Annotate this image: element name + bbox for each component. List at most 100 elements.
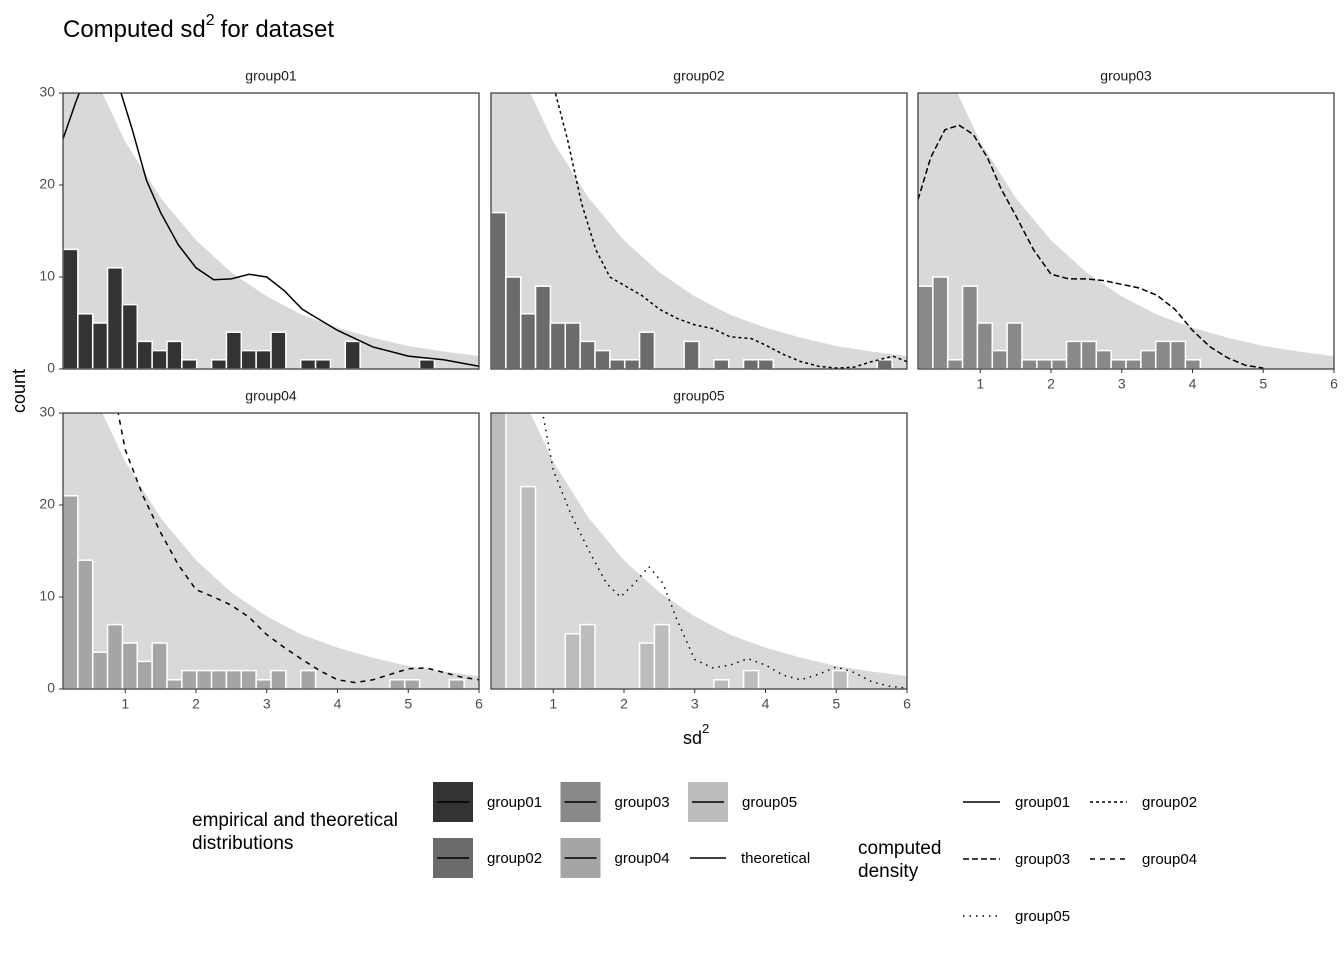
bar xyxy=(713,679,730,689)
bar xyxy=(564,322,581,369)
legend-label: group01 xyxy=(487,794,542,811)
bar xyxy=(210,359,228,369)
panel-border xyxy=(917,92,1335,370)
bar xyxy=(77,559,94,689)
bar xyxy=(151,349,168,369)
x-axis-label: sd2 xyxy=(683,721,709,747)
bar xyxy=(1036,359,1053,369)
bar xyxy=(519,485,537,689)
x-tick-label: 2 xyxy=(192,696,200,712)
x-tick-label: 6 xyxy=(1330,376,1338,392)
x-tick-label: 3 xyxy=(691,696,699,712)
x-label-text: sd xyxy=(683,728,702,748)
strip-label: group04 xyxy=(245,388,297,404)
x-tick-label: 4 xyxy=(334,696,342,712)
y-tick-label: 20 xyxy=(39,496,55,512)
y-tick-label: 20 xyxy=(39,176,55,192)
bar xyxy=(210,669,228,689)
bar xyxy=(594,349,611,369)
bar xyxy=(1080,340,1098,369)
panel xyxy=(491,93,907,369)
bar xyxy=(638,642,656,689)
bar xyxy=(519,313,537,369)
title-text: for dataset xyxy=(221,16,335,43)
panel xyxy=(491,413,907,689)
x-tick-label: 1 xyxy=(121,696,129,712)
bar xyxy=(1184,359,1202,369)
density-line xyxy=(63,93,479,367)
bar xyxy=(255,679,272,689)
x-tick-label: 2 xyxy=(620,696,628,712)
panel-border xyxy=(62,92,480,370)
bar xyxy=(106,623,124,689)
bar xyxy=(976,322,994,369)
panel xyxy=(63,413,479,689)
legend-label: group03 xyxy=(1015,851,1070,868)
bar xyxy=(240,349,257,369)
strip-label: group05 xyxy=(673,388,725,404)
bar xyxy=(225,331,243,369)
bar xyxy=(136,340,153,369)
bar xyxy=(623,359,641,369)
bar xyxy=(742,359,760,369)
bar xyxy=(166,679,183,689)
bar xyxy=(1006,322,1023,369)
x-tick-label: 5 xyxy=(1259,376,1267,392)
bar xyxy=(505,276,522,369)
x-tick-label: 6 xyxy=(903,696,911,712)
panel-border xyxy=(490,412,908,690)
panel-border xyxy=(62,412,480,690)
bar xyxy=(638,331,656,369)
bar xyxy=(121,642,139,689)
bar xyxy=(63,495,79,689)
theoretical-area xyxy=(491,93,907,369)
title-sup: 2 xyxy=(206,12,215,29)
bar xyxy=(549,322,567,369)
bar xyxy=(1110,359,1127,369)
density-line xyxy=(117,413,479,684)
bar xyxy=(1095,349,1112,369)
bar xyxy=(403,679,421,689)
x-tick-label: 3 xyxy=(263,696,271,712)
y-tick-label: 30 xyxy=(39,404,55,420)
bar xyxy=(1154,340,1172,369)
bar xyxy=(106,267,124,369)
bar xyxy=(299,359,317,369)
legend-label: group05 xyxy=(742,794,797,811)
bar xyxy=(299,669,317,689)
bar xyxy=(491,211,507,369)
bar xyxy=(918,285,934,369)
strip-label: group01 xyxy=(245,68,297,84)
bar xyxy=(166,340,183,369)
x-tick-label: 5 xyxy=(832,696,840,712)
bar xyxy=(344,340,361,369)
bar xyxy=(991,349,1008,369)
bar xyxy=(1021,359,1038,369)
y-tick-label: 30 xyxy=(39,84,55,100)
bar xyxy=(314,359,332,369)
bar xyxy=(579,340,596,369)
legend-label: group04 xyxy=(1142,851,1197,868)
bar xyxy=(63,248,79,369)
theoretical-area xyxy=(63,413,479,689)
legend-label: theoretical xyxy=(741,850,810,867)
bar xyxy=(91,651,109,689)
bar xyxy=(742,669,760,689)
bar xyxy=(946,359,964,369)
bar xyxy=(831,669,849,689)
x-tick-label: 1 xyxy=(976,376,984,392)
bar xyxy=(1065,340,1083,369)
theoretical-area xyxy=(918,93,1334,369)
bar xyxy=(195,669,213,689)
bar xyxy=(1140,349,1157,369)
legend-title: empirical and theoretical xyxy=(192,810,398,831)
bar xyxy=(240,669,257,689)
bar xyxy=(491,413,507,689)
strip-label: group02 xyxy=(673,68,725,84)
y-tick-label: 0 xyxy=(47,360,55,376)
x-tick-label: 4 xyxy=(1189,376,1197,392)
panel-border xyxy=(490,92,908,370)
legend-label: group05 xyxy=(1015,908,1070,925)
bar xyxy=(418,359,436,369)
legend-label: group01 xyxy=(1015,794,1070,811)
